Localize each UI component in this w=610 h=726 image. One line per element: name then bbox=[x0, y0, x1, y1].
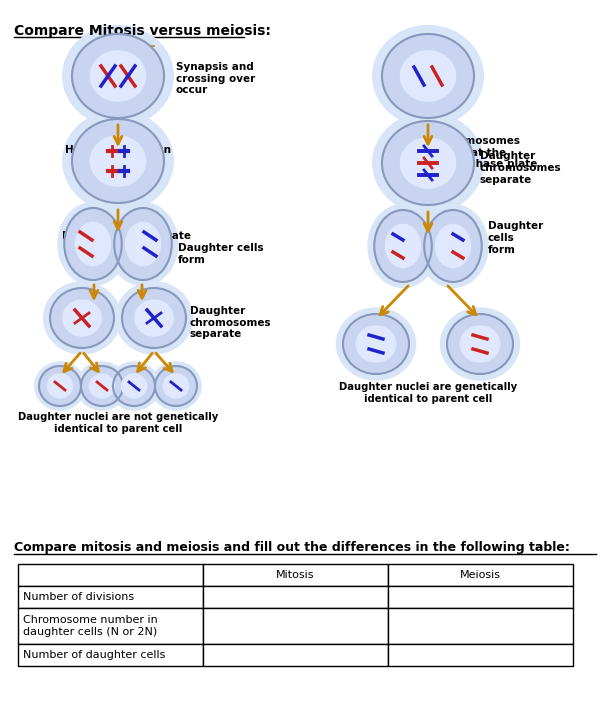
Ellipse shape bbox=[400, 51, 456, 101]
Bar bbox=[203, 586, 388, 608]
Bar bbox=[388, 586, 573, 608]
Bar bbox=[18, 644, 203, 666]
Text: Daughter nuclei are not genetically
identical to parent cell: Daughter nuclei are not genetically iden… bbox=[18, 412, 218, 433]
Text: Chromosomes
align at the
metaphase plate: Chromosomes align at the metaphase plate bbox=[438, 136, 537, 169]
Ellipse shape bbox=[63, 300, 101, 336]
Ellipse shape bbox=[90, 374, 115, 398]
Text: Number of daughter cells: Number of daughter cells bbox=[23, 650, 165, 660]
Ellipse shape bbox=[121, 374, 146, 398]
Bar bbox=[388, 644, 573, 666]
Ellipse shape bbox=[39, 366, 81, 406]
Ellipse shape bbox=[373, 25, 483, 126]
Text: Homologues separate: Homologues separate bbox=[62, 231, 190, 241]
Ellipse shape bbox=[382, 34, 474, 118]
Bar bbox=[18, 608, 203, 644]
Ellipse shape bbox=[126, 222, 160, 266]
Ellipse shape bbox=[109, 362, 159, 410]
Ellipse shape bbox=[418, 205, 488, 287]
Ellipse shape bbox=[375, 210, 432, 282]
Ellipse shape bbox=[382, 121, 474, 205]
Ellipse shape bbox=[90, 51, 146, 101]
Ellipse shape bbox=[64, 208, 122, 280]
Ellipse shape bbox=[72, 34, 164, 118]
Bar bbox=[388, 608, 573, 644]
Text: Daughter
cells
form: Daughter cells form bbox=[488, 221, 544, 255]
Ellipse shape bbox=[114, 208, 172, 280]
Text: Compare mitosis and meiosis and fill out the differences in the following table:: Compare mitosis and meiosis and fill out… bbox=[14, 541, 570, 554]
Text: Daughter
chromosomes
separate: Daughter chromosomes separate bbox=[190, 306, 271, 339]
Ellipse shape bbox=[72, 119, 164, 203]
Ellipse shape bbox=[386, 224, 420, 268]
Ellipse shape bbox=[440, 308, 520, 380]
Ellipse shape bbox=[48, 374, 73, 398]
Ellipse shape bbox=[424, 210, 482, 282]
Ellipse shape bbox=[58, 203, 128, 285]
Ellipse shape bbox=[343, 314, 409, 374]
Ellipse shape bbox=[155, 366, 197, 406]
Ellipse shape bbox=[163, 374, 188, 398]
Ellipse shape bbox=[50, 288, 114, 348]
Ellipse shape bbox=[336, 308, 415, 380]
Ellipse shape bbox=[90, 136, 146, 186]
Ellipse shape bbox=[76, 222, 110, 266]
Ellipse shape bbox=[81, 366, 123, 406]
Ellipse shape bbox=[373, 113, 483, 213]
Ellipse shape bbox=[113, 366, 155, 406]
Ellipse shape bbox=[108, 203, 178, 285]
Ellipse shape bbox=[436, 224, 470, 268]
Text: Compare Mitosis versus meiosis:: Compare Mitosis versus meiosis: bbox=[14, 24, 271, 38]
Ellipse shape bbox=[135, 300, 173, 336]
Ellipse shape bbox=[447, 314, 513, 374]
Ellipse shape bbox=[63, 25, 173, 126]
Ellipse shape bbox=[375, 210, 432, 282]
Bar bbox=[388, 564, 573, 586]
Ellipse shape bbox=[63, 110, 173, 211]
Text: MEIOSIS: MEIOSIS bbox=[99, 44, 157, 57]
Bar bbox=[203, 644, 388, 666]
Bar bbox=[18, 586, 203, 608]
Text: Daughter
chromosomes
separate: Daughter chromosomes separate bbox=[480, 152, 562, 184]
Ellipse shape bbox=[400, 138, 456, 188]
Ellipse shape bbox=[368, 205, 438, 287]
Ellipse shape bbox=[64, 208, 122, 280]
Text: Meiosis: Meiosis bbox=[460, 570, 501, 580]
Text: Number of divisions: Number of divisions bbox=[23, 592, 134, 602]
Ellipse shape bbox=[460, 326, 500, 362]
Ellipse shape bbox=[424, 210, 482, 282]
Text: Daughter nuclei are genetically
identical to parent cell: Daughter nuclei are genetically identica… bbox=[339, 382, 517, 404]
Ellipse shape bbox=[116, 282, 192, 354]
Text: Synapsis and
crossing over
occur: Synapsis and crossing over occur bbox=[176, 62, 255, 95]
Text: Chromosome number in
daughter cells (N or 2N): Chromosome number in daughter cells (N o… bbox=[23, 615, 158, 637]
Ellipse shape bbox=[43, 282, 120, 354]
Text: Mitosis: Mitosis bbox=[276, 570, 315, 580]
Ellipse shape bbox=[35, 362, 85, 410]
Bar bbox=[203, 564, 388, 586]
Text: MITOSIS: MITOSIS bbox=[401, 44, 459, 57]
Ellipse shape bbox=[122, 288, 186, 348]
Ellipse shape bbox=[151, 362, 201, 410]
Ellipse shape bbox=[356, 326, 396, 362]
Text: Daughter cells
form: Daughter cells form bbox=[178, 243, 264, 265]
Text: Homologues align
independently: Homologues align independently bbox=[65, 145, 171, 167]
Ellipse shape bbox=[114, 208, 172, 280]
Bar bbox=[203, 608, 388, 644]
Ellipse shape bbox=[77, 362, 127, 410]
Bar bbox=[18, 564, 203, 586]
